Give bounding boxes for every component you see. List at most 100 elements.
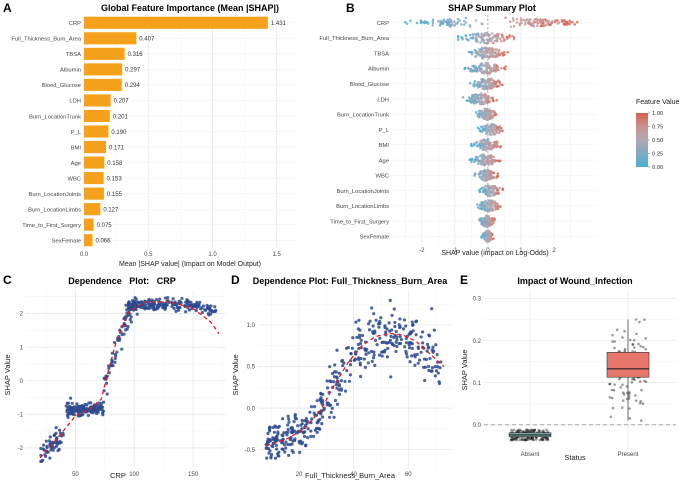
beeswarm-point <box>485 201 488 205</box>
beeswarm-point <box>469 36 472 40</box>
beeswarm-point <box>478 85 481 89</box>
beeswarm-point <box>496 65 500 69</box>
jitter-point <box>639 419 643 422</box>
jitter-point <box>644 380 648 384</box>
jitter-point <box>644 347 648 351</box>
y-tick-label: 0.0 <box>247 406 256 412</box>
jitter-point <box>510 438 513 441</box>
beeswarm-point <box>488 70 492 74</box>
scatter-point <box>340 359 344 363</box>
scatter-point <box>113 360 117 364</box>
beeswarm-point <box>494 39 498 42</box>
scatter-point <box>293 412 297 417</box>
jitter-point <box>515 429 518 433</box>
jitter-point <box>634 394 637 397</box>
bar-value-label: 0.153 <box>107 176 123 182</box>
beeswarm-point <box>485 50 489 53</box>
x-axis-label-e: Status <box>564 453 586 462</box>
beeswarm-point <box>486 172 490 176</box>
beeswarm-point <box>501 83 504 87</box>
beeswarm-point <box>480 201 483 204</box>
scatter-point <box>414 333 418 337</box>
scatter-point <box>351 336 355 340</box>
beeswarm-point <box>479 100 483 104</box>
scatter-point <box>268 425 272 429</box>
scatter-point <box>315 399 319 403</box>
beeswarm-point <box>491 55 494 59</box>
scatter-point <box>347 379 352 383</box>
beeswarm-point <box>467 96 471 99</box>
jitter-point <box>525 437 528 440</box>
panel-label-b: B <box>346 1 355 15</box>
scatter-point <box>186 301 190 305</box>
beeswarm-point <box>482 39 486 43</box>
beeswarm-point <box>485 204 488 207</box>
beeswarm-point <box>564 20 567 24</box>
beeswarm-point <box>453 20 456 23</box>
bar <box>84 63 123 76</box>
scatter-point <box>102 400 106 404</box>
jitter-points-e <box>509 318 648 442</box>
beeswarm-point <box>487 109 490 112</box>
x-tick-label: -2 <box>419 248 425 254</box>
beeswarm-point <box>478 97 481 101</box>
jitter-point <box>611 333 614 337</box>
jitter-point <box>526 437 529 440</box>
panel-b: B SHAP Summary Plot CRP Full_Thickness_Bu… <box>319 1 679 257</box>
beeswarm-point <box>439 22 442 25</box>
beeswarm-point <box>474 36 477 40</box>
scatter-point <box>285 433 289 437</box>
category-label: BMI <box>379 143 390 149</box>
jitter-point <box>512 436 516 440</box>
beeswarm-point <box>456 38 460 42</box>
category-label: TBSA <box>66 52 81 58</box>
beeswarm-point <box>477 35 481 38</box>
beeswarm-point <box>468 25 472 28</box>
beeswarm-point <box>488 209 492 213</box>
beeswarm-point <box>478 175 482 178</box>
jitter-point <box>515 437 519 440</box>
scatter-point <box>405 355 409 359</box>
chart-title-a: Global Feature Importance (Mean |SHAP|) <box>101 3 279 13</box>
beeswarm-point <box>492 237 495 240</box>
jitter-point <box>628 391 631 394</box>
beeswarm-point <box>563 19 566 22</box>
jitter-point <box>640 388 643 392</box>
panel-label-a: A <box>3 1 12 15</box>
beeswarm-point <box>498 145 502 149</box>
x-tick-label: Absent <box>521 452 540 458</box>
jitter-point <box>516 428 520 432</box>
jitter-point <box>545 438 548 442</box>
beeswarm-point <box>575 21 579 24</box>
scatter-point <box>404 352 409 356</box>
beeswarm-point <box>481 111 485 115</box>
jitter-point <box>638 380 642 383</box>
beeswarm-point <box>479 159 483 162</box>
bar <box>84 234 93 247</box>
scatter-point <box>68 412 72 416</box>
scatter-point <box>293 429 297 433</box>
jitter-point <box>527 430 531 433</box>
beeswarm-point <box>483 209 487 212</box>
scatter-point <box>425 342 430 347</box>
scatter-point <box>274 443 279 447</box>
scatter-point <box>302 434 307 439</box>
scatter-point <box>81 412 85 416</box>
beeswarm-point <box>473 80 477 83</box>
scatter-point <box>419 350 423 354</box>
scatter-point <box>385 355 390 359</box>
jitter-point <box>540 437 544 440</box>
scatter-point <box>374 338 378 342</box>
beeswarm-point <box>488 207 491 210</box>
x-tick-label: -1 <box>452 248 458 254</box>
scatter-point <box>286 414 290 418</box>
beeswarm-point <box>472 100 476 103</box>
scatter-point <box>419 335 423 339</box>
scatter-point <box>292 420 296 424</box>
scatter-point <box>276 454 280 458</box>
scatter-point <box>416 346 421 351</box>
jitter-point <box>627 392 631 396</box>
beeswarm-point <box>488 64 491 67</box>
scatter-point <box>409 341 413 345</box>
jitter-point <box>519 429 523 433</box>
